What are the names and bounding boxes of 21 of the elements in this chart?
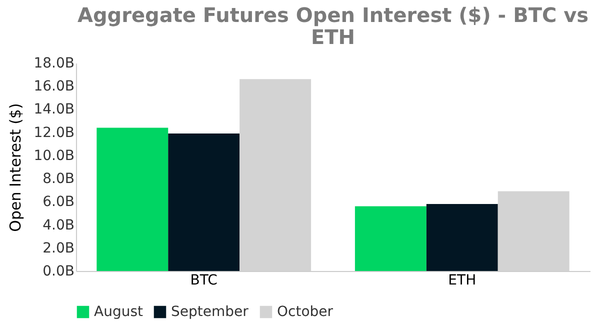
- y-tick-label: 4.0B: [42, 217, 74, 234]
- y-tick-label: 16.0B: [34, 78, 74, 95]
- y-tick-label: 8.0B: [42, 171, 74, 188]
- y-axis-title: Open Interest ($): [6, 103, 25, 232]
- y-tick-label: 10.0B: [34, 148, 74, 164]
- y-tick-label: 2.0B: [42, 240, 74, 256]
- x-tick-label: BTC: [190, 272, 218, 288]
- y-tick-label: 14.0B: [34, 102, 74, 118]
- bar: [354, 206, 426, 271]
- chart-title: Aggregate Futures Open Interest ($) - BTC vs ETH: [77, 3, 589, 49]
- legend-label: September: [171, 304, 249, 320]
- y-tick-label: 0.0B: [42, 264, 74, 280]
- y-tick-label: 12.0B: [34, 124, 74, 141]
- bar: [96, 128, 168, 271]
- y-tick-label: 6.0B: [42, 194, 74, 210]
- bar: [426, 204, 498, 271]
- x-tick-label: ETH: [448, 272, 476, 288]
- legend-label: October: [277, 304, 334, 320]
- bar: [168, 133, 240, 271]
- legend-label: August: [94, 304, 144, 320]
- y-tick-label: 18.0B: [34, 56, 74, 72]
